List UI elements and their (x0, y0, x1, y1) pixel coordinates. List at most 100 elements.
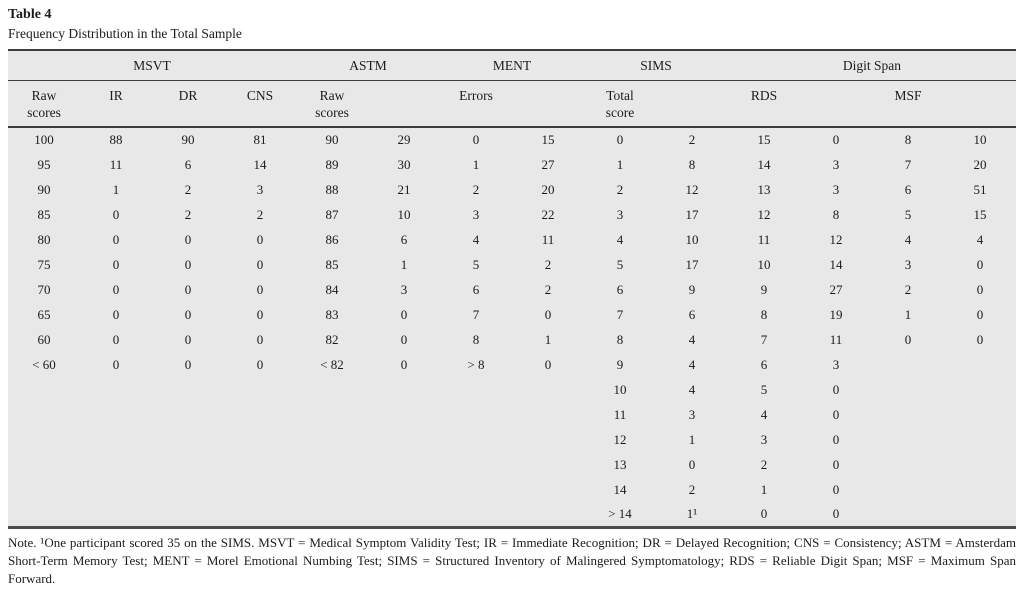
table-cell: 70 (37, 281, 51, 297)
table-cell: 3 (472, 206, 480, 222)
table-cell: 0 (256, 356, 264, 372)
table-cell: 88 (325, 181, 339, 197)
table-cell (440, 477, 512, 502)
table-cell: 0 (832, 431, 840, 447)
table-cell: 0 (832, 481, 840, 497)
table-cell: 4 (976, 231, 984, 247)
table-cell: 0 (472, 132, 480, 148)
table-cell (440, 427, 512, 452)
table-cell: 12 (757, 206, 771, 222)
table-cell: 9 (616, 356, 624, 372)
table-cell: 10 (973, 132, 987, 148)
table-cell: 0 (112, 306, 120, 322)
sub-header-cell (656, 80, 728, 129)
table-cell (8, 477, 80, 502)
table-cell (152, 452, 224, 477)
table-cell: 65 (37, 306, 51, 322)
sub-header-cell: IR (80, 80, 152, 129)
table-cell: 83 (325, 306, 339, 322)
table-cell (440, 452, 512, 477)
table-cell: 2 (256, 206, 264, 222)
table-cell (224, 452, 296, 477)
frequency-table: MSVT ASTM MENT SIMS Digit Span Raw scores IR D… (8, 49, 1016, 529)
table-cell: 1 (544, 331, 552, 347)
table-cell: 1 (400, 256, 408, 272)
sub-header-cell: Total score (584, 80, 656, 129)
table-cell: 4 (688, 381, 696, 397)
table-cell (80, 452, 152, 477)
table-cell: 8 (760, 306, 768, 322)
table-cell: 29 (397, 132, 411, 148)
table-cell: 1 (688, 431, 696, 447)
table-cell: 0 (832, 456, 840, 472)
table-cell: 12 (685, 181, 699, 197)
table-cell: 0 (832, 506, 840, 522)
table-cell: 10 (757, 256, 771, 272)
table-cell: 0 (184, 356, 192, 372)
table-row: > 14 1¹ 0 0 (8, 502, 1016, 527)
table-cell: 3 (832, 156, 840, 172)
table-row: 95 11 6 14 89 30 1 27 1 8 14 3 7 20 (8, 152, 1016, 177)
table-cell (368, 377, 440, 402)
table-cell: 30 (397, 156, 411, 172)
table-cell: 8 (688, 156, 696, 172)
table-cell: 9 (760, 281, 768, 297)
table-cell: 89 (325, 156, 339, 172)
table-cell: 14 (253, 156, 267, 172)
table-cell: 3 (616, 206, 624, 222)
table-cell: 12 (829, 231, 843, 247)
table-cell: 2 (688, 481, 696, 497)
table-cell (944, 502, 1016, 527)
table-cell: 1 (904, 306, 912, 322)
table-cell: 4 (688, 331, 696, 347)
sub-header-cell: Errors (440, 80, 512, 129)
table-cell: 14 (829, 256, 843, 272)
table-cell: 0 (688, 456, 696, 472)
table-cell: 6 (400, 231, 408, 247)
table-cell (368, 452, 440, 477)
table-cell (224, 502, 296, 527)
table-body: 100 88 90 81 90 29 0 15 0 2 15 0 8 10 95 11 6 14 89 30 1 27 1 8… (8, 127, 1016, 527)
table-cell: 6 (760, 356, 768, 372)
table-cell: 90 (37, 181, 51, 197)
table-cell: 81 (253, 132, 267, 148)
table-cell: 10 (613, 381, 627, 397)
table-row: 65 0 0 0 83 0 7 0 7 6 8 19 1 0 (8, 302, 1016, 327)
table-row: 70 0 0 0 84 3 6 2 6 9 9 27 2 0 (8, 277, 1016, 302)
table-cell: 2 (184, 206, 192, 222)
table-cell: 4 (688, 356, 696, 372)
table-cell: 2 (544, 281, 552, 297)
table-cell: 11 (757, 231, 771, 247)
table-cell: 22 (541, 206, 555, 222)
table-cell: > 14 (608, 506, 632, 522)
table-row: < 60 0 0 0 < 82 0 > 8 0 9 4 6 3 (8, 352, 1016, 377)
table-cell: < 60 (32, 356, 56, 372)
column-group-header: ASTM (296, 50, 440, 81)
table-cell (224, 477, 296, 502)
table-cell (872, 477, 944, 502)
table-cell (512, 427, 584, 452)
table-cell: 6 (688, 306, 696, 322)
table-cell: 1¹ (686, 506, 698, 522)
table-cell (152, 402, 224, 427)
table-cell: 11 (613, 406, 627, 422)
table-cell: 0 (112, 281, 120, 297)
table-cell: 84 (325, 281, 339, 297)
table-cell: 0 (832, 381, 840, 397)
table-row: 14 2 1 0 (8, 477, 1016, 502)
table-cell: 14 (757, 156, 771, 172)
table-cell: 2 (760, 456, 768, 472)
table-row: 60 0 0 0 82 0 8 1 8 4 7 11 0 0 (8, 327, 1016, 352)
table-cell: 0 (832, 406, 840, 422)
table-cell: 20 (541, 181, 555, 197)
table-cell (944, 377, 1016, 402)
table-cell: 85 (325, 256, 339, 272)
table-cell: 5 (472, 256, 480, 272)
table-cell (80, 502, 152, 527)
table-cell (152, 377, 224, 402)
table-cell: 0 (760, 506, 768, 522)
table-cell (152, 427, 224, 452)
table-cell: 0 (184, 256, 192, 272)
table-cell: 10 (397, 206, 411, 222)
table-cell (944, 477, 1016, 502)
